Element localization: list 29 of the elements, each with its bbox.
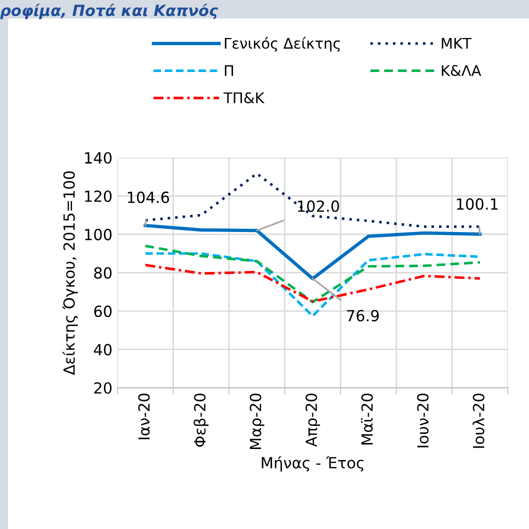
y-tick-label: 60 [94,306,112,318]
annotation: 102.0 [298,200,340,212]
x-tick-label: Απρ-20 [306,394,320,447]
y-tick-label: 140 [85,152,112,164]
y-tick-label: 100 [85,228,112,240]
line-series [144,244,482,304]
legend-label: ΜΚΤ [442,38,472,49]
x-tick-label: Ιουλ-20 [472,394,484,448]
legend-label: Γενικός Δείκτης [224,36,340,52]
x-tick-label: Μαρ-20 [250,394,264,450]
legend-label: Π [224,65,234,76]
x-tick-label: Ιαν-20 [138,394,150,440]
chart-title: ροφίμα, Ποτά και Καπνός [0,4,218,20]
annotation: 104.6 [128,192,170,204]
y-tick-label: 40 [94,344,112,356]
y-tick-label: 120 [85,190,112,202]
line-series [144,224,482,280]
x-tick-label: Φεβ-20 [194,394,209,447]
legend-label: ΤΠ&Κ [223,92,265,104]
annotation: 100.1 [456,198,498,210]
line-series [144,264,482,303]
x-tick-label: Μαϊ-20 [361,394,373,444]
legend-label: Κ&ΛΑ [442,65,482,76]
annotation: 76.9 [347,310,379,322]
y-tick-label: 20 [94,382,112,394]
y-axis-title: Δείκτης Όγκου, 2015=100 [62,171,78,375]
y-tick-label: 80 [94,267,112,279]
x-axis-title: Μήνας - Έτος [262,456,364,472]
x-tick-label: Ιουν-20 [417,394,429,448]
